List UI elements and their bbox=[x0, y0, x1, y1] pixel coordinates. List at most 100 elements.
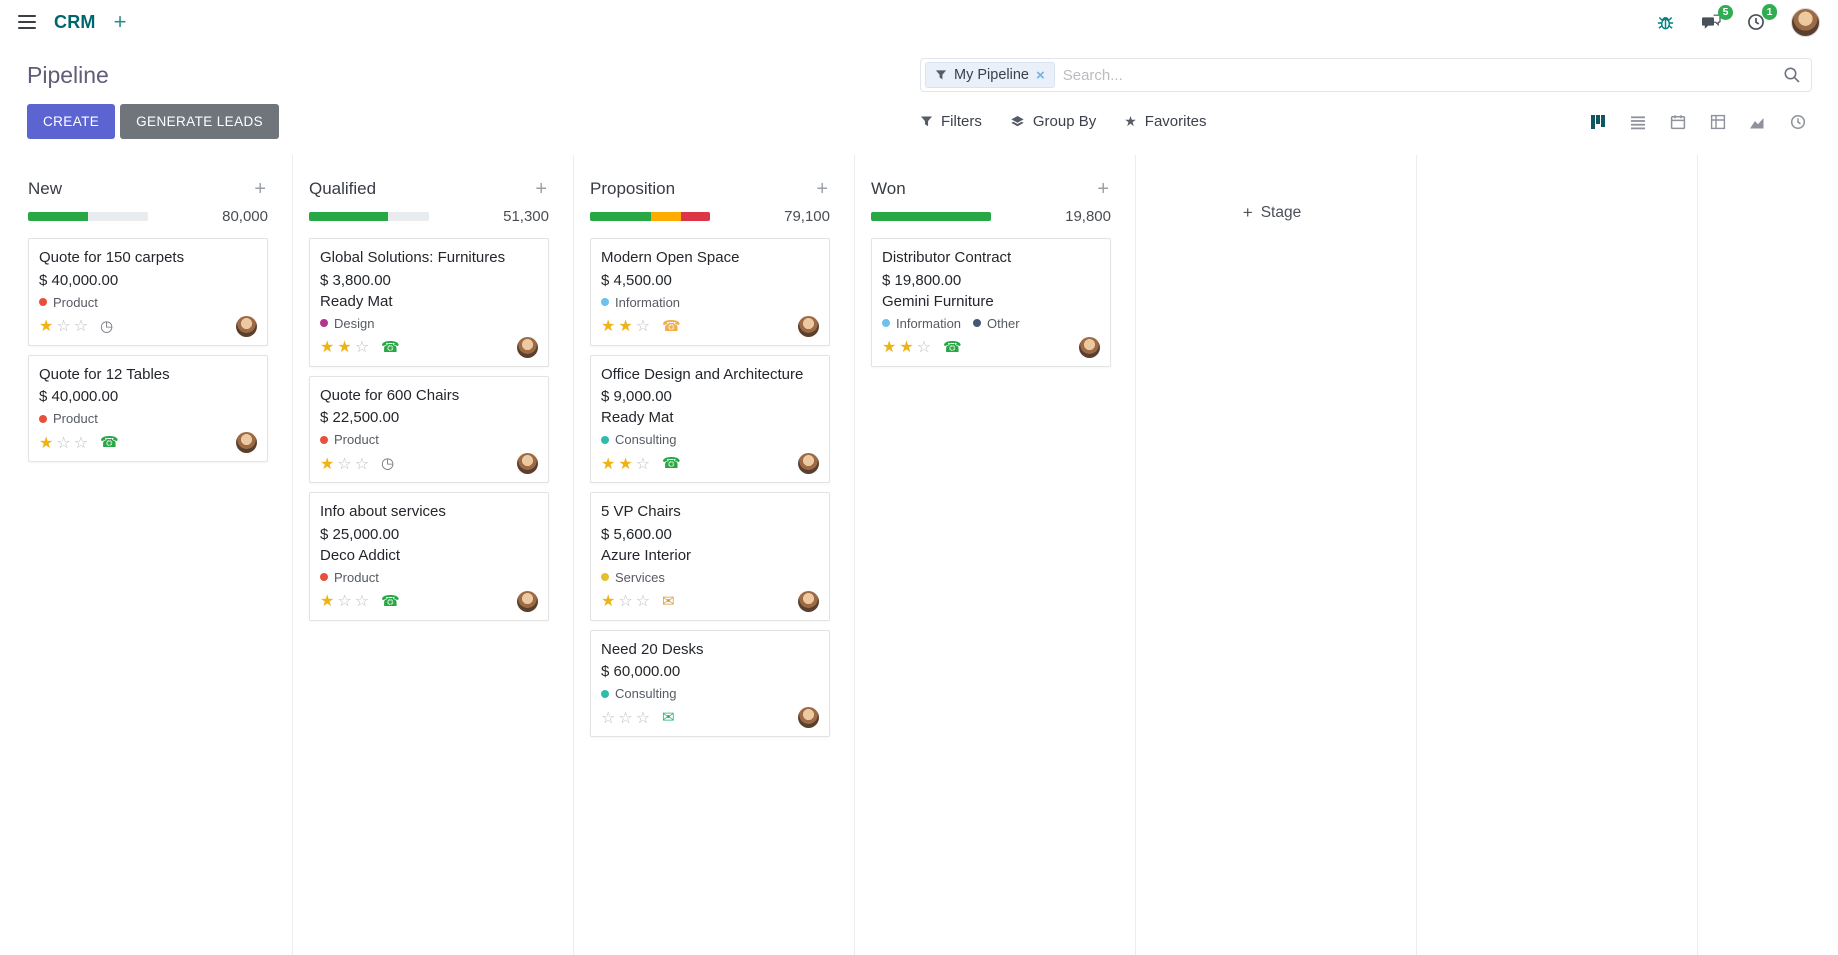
column-quick-add-icon[interactable]: + bbox=[1097, 178, 1109, 200]
search-input[interactable] bbox=[1062, 66, 1775, 84]
kanban-card[interactable]: Quote for 150 carpets $ 40,000.00 Produc… bbox=[28, 238, 268, 346]
priority-stars[interactable]: ★★ ☆ bbox=[601, 454, 653, 474]
view-activity-icon[interactable] bbox=[1783, 109, 1812, 134]
column-progressbar[interactable] bbox=[871, 212, 991, 221]
priority-stars[interactable]: ★ ☆☆ bbox=[320, 454, 372, 474]
kanban-card[interactable]: Quote for 12 Tables $ 40,000.00 Product … bbox=[28, 354, 268, 462]
column-progressbar[interactable] bbox=[309, 212, 429, 221]
card-partner: Ready Mat bbox=[320, 292, 393, 310]
phone-icon[interactable]: ☎ bbox=[381, 592, 400, 610]
search-bar[interactable]: My Pipeline × bbox=[920, 58, 1812, 92]
messages-icon[interactable]: 5 bbox=[1699, 4, 1733, 33]
progress-green[interactable] bbox=[309, 212, 389, 221]
stars-empty[interactable]: ☆ bbox=[916, 339, 935, 356]
priority-stars[interactable]: ★★ ☆ bbox=[601, 316, 653, 336]
priority-stars[interactable]: ★ ☆☆ bbox=[601, 591, 653, 611]
column-quick-add-icon[interactable]: + bbox=[535, 178, 547, 200]
priority-stars[interactable]: ★ ☆☆ bbox=[39, 316, 91, 336]
kanban-card[interactable]: Modern Open Space $ 4,500.00 Information… bbox=[590, 238, 830, 346]
column-title[interactable]: Qualified bbox=[309, 179, 377, 198]
stars-filled[interactable]: ★ bbox=[39, 434, 57, 452]
column-quick-add-icon[interactable]: + bbox=[816, 178, 828, 200]
stars-filled[interactable]: ★★ bbox=[601, 318, 636, 335]
priority-stars[interactable]: ★★ ☆ bbox=[882, 337, 934, 357]
kanban-card[interactable]: Info about services $ 25,000.00 Deco Add… bbox=[309, 492, 549, 621]
phone-icon[interactable]: ☎ bbox=[100, 434, 119, 451]
phone-icon[interactable]: ☎ bbox=[662, 455, 681, 472]
view-graph-icon[interactable] bbox=[1743, 109, 1772, 134]
column-progressbar[interactable] bbox=[28, 212, 148, 221]
add-stage-button[interactable]: + Stage bbox=[1152, 203, 1392, 223]
envelope-icon[interactable]: ✉ bbox=[662, 592, 675, 610]
app-name[interactable]: CRM bbox=[54, 11, 96, 32]
generate-leads-button[interactable]: GENERATE LEADS bbox=[120, 104, 280, 139]
card-tags: Information bbox=[601, 295, 819, 310]
column-title[interactable]: Proposition bbox=[590, 179, 676, 198]
filters-button[interactable]: Filters bbox=[920, 113, 982, 130]
avatar bbox=[236, 432, 257, 453]
stars-empty[interactable]: ☆ bbox=[635, 318, 654, 335]
kanban-card[interactable]: Distributor Contract $ 19,800.00 Gemini … bbox=[871, 238, 1111, 367]
kanban-card[interactable]: Global Solutions: Furnitures $ 3,800.00 … bbox=[309, 238, 549, 367]
stars-filled[interactable]: ★ bbox=[39, 318, 57, 335]
priority-stars[interactable]: ★ ☆☆ bbox=[320, 591, 372, 611]
tag: Product bbox=[320, 570, 379, 585]
favorites-button[interactable]: ★ Favorites bbox=[1124, 113, 1206, 130]
phone-icon[interactable]: ☎ bbox=[662, 317, 681, 335]
stars-empty[interactable]: ☆☆ bbox=[337, 455, 373, 473]
search-icon[interactable] bbox=[1783, 66, 1801, 84]
column-quick-add-icon[interactable]: + bbox=[254, 178, 266, 200]
stars-empty[interactable]: ☆ bbox=[354, 339, 373, 356]
progress-red[interactable] bbox=[681, 212, 710, 221]
user-avatar[interactable] bbox=[1789, 6, 1822, 39]
view-kanban-icon[interactable] bbox=[1583, 109, 1612, 134]
plus-icon[interactable]: + bbox=[110, 9, 131, 35]
view-list-icon[interactable] bbox=[1623, 109, 1652, 134]
progress-green[interactable] bbox=[871, 212, 991, 221]
card-tags: Product bbox=[320, 432, 538, 447]
stars-empty[interactable]: ☆☆ bbox=[618, 593, 654, 610]
column-progressbar[interactable] bbox=[590, 212, 710, 221]
stars-empty[interactable]: ☆☆ bbox=[337, 593, 373, 610]
progress-green[interactable] bbox=[28, 212, 88, 221]
tag-label: Consulting bbox=[615, 432, 677, 447]
column-title[interactable]: Won bbox=[871, 179, 906, 198]
kanban-card[interactable]: Need 20 Desks $ 60,000.00 Consulting ☆☆☆… bbox=[590, 629, 830, 737]
column-title[interactable]: New bbox=[28, 179, 63, 198]
priority-stars[interactable]: ★★ ☆ bbox=[320, 337, 372, 357]
progress-yellow[interactable] bbox=[651, 212, 682, 221]
stars-filled[interactable]: ★★ bbox=[601, 455, 636, 473]
view-calendar-icon[interactable] bbox=[1663, 109, 1692, 134]
kanban-card[interactable]: Office Design and Architecture $ 9,000.0… bbox=[590, 354, 830, 483]
view-pivot-icon[interactable] bbox=[1703, 109, 1732, 134]
card-title: Distributor Contract bbox=[882, 249, 1012, 266]
kanban-card[interactable]: Quote for 600 Chairs $ 22,500.00 Product… bbox=[309, 375, 549, 483]
phone-icon[interactable]: ☎ bbox=[381, 338, 400, 356]
create-button[interactable]: CREATE bbox=[27, 104, 116, 139]
activities-clock-icon[interactable]: 1 bbox=[1745, 4, 1777, 33]
stars-filled[interactable]: ★ bbox=[320, 455, 338, 473]
stars-empty[interactable]: ☆☆☆ bbox=[601, 709, 654, 727]
progress-green[interactable] bbox=[590, 212, 652, 221]
stars-filled[interactable]: ★ bbox=[320, 593, 338, 610]
clock-icon[interactable]: ◷ bbox=[381, 455, 395, 472]
envelope-icon[interactable]: ✉ bbox=[662, 709, 675, 726]
priority-stars[interactable]: ★ ☆☆ bbox=[39, 433, 91, 453]
facet-remove-icon[interactable]: × bbox=[1035, 66, 1045, 84]
clock-icon[interactable]: ◷ bbox=[100, 317, 114, 335]
stars-empty[interactable]: ☆☆ bbox=[56, 318, 92, 335]
stars-filled[interactable]: ★ bbox=[601, 593, 619, 610]
search-facet[interactable]: My Pipeline × bbox=[925, 62, 1055, 88]
debug-icon[interactable] bbox=[1654, 11, 1677, 34]
priority-stars[interactable]: ☆☆☆ bbox=[601, 708, 653, 728]
apps-menu-icon[interactable] bbox=[14, 11, 40, 33]
avatar bbox=[517, 453, 538, 474]
stars-filled[interactable]: ★★ bbox=[320, 339, 355, 356]
stars-filled[interactable]: ★★ bbox=[882, 339, 917, 356]
group-by-button[interactable]: Group By bbox=[1010, 113, 1096, 130]
kanban-card[interactable]: 5 VP Chairs $ 5,600.00 Azure Interior Se… bbox=[590, 492, 830, 621]
phone-icon[interactable]: ☎ bbox=[943, 338, 962, 356]
stars-empty[interactable]: ☆ bbox=[635, 455, 654, 473]
group-by-label: Group By bbox=[1032, 113, 1097, 130]
stars-empty[interactable]: ☆☆ bbox=[56, 434, 92, 452]
